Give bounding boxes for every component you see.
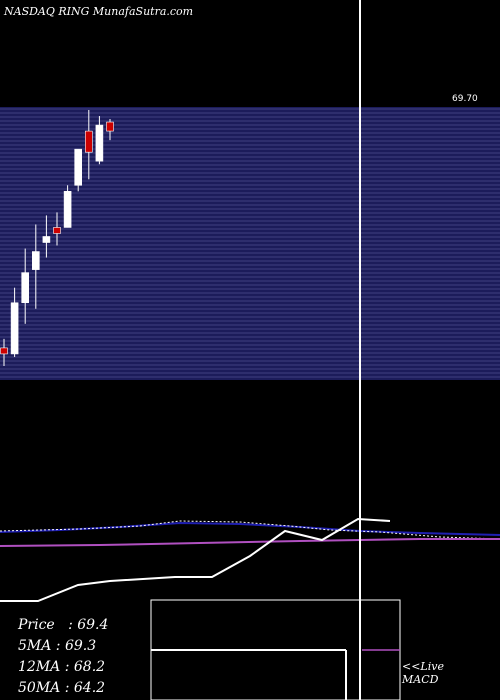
stats-box: Price : 69.4 5MA : 69.3 12MA : 68.2 50MA… (18, 615, 108, 699)
candle-body (63, 191, 72, 228)
candle-body (85, 130, 93, 153)
ma50-readout: 50MA : 64.2 (18, 680, 106, 696)
live-label: <<Live (402, 660, 444, 673)
live-macd-label: <<Live MACD (402, 660, 444, 686)
price-readout: Price : 69.4 (18, 617, 109, 633)
macd-panel (150, 599, 401, 700)
ma5-readout: 5MA : 69.3 (18, 638, 97, 654)
candle-series (0, 110, 114, 366)
macd-label: MACD (402, 673, 439, 686)
candle-body (106, 121, 114, 132)
price-line (0, 517, 391, 602)
right-axis-labels: 69.70 (452, 94, 478, 104)
candle-body (31, 251, 40, 270)
chart-title: NASDAQ RING MunafaSutra.com (4, 5, 194, 18)
candle-body (53, 227, 61, 234)
price-panel (0, 107, 500, 380)
candle-body (21, 272, 30, 304)
axis-top-label: 69.70 (452, 94, 478, 104)
candle-body (0, 347, 8, 355)
indicator-panel (0, 517, 500, 602)
candle-body (95, 124, 104, 162)
ma-violet-line (0, 538, 500, 547)
candle-body (42, 236, 51, 243)
price-panel-background (0, 107, 500, 380)
ma12-readout: 12MA : 68.2 (18, 659, 106, 675)
candle-body (74, 148, 82, 186)
ma-dotted-line (0, 520, 500, 540)
candle-body (10, 302, 19, 355)
